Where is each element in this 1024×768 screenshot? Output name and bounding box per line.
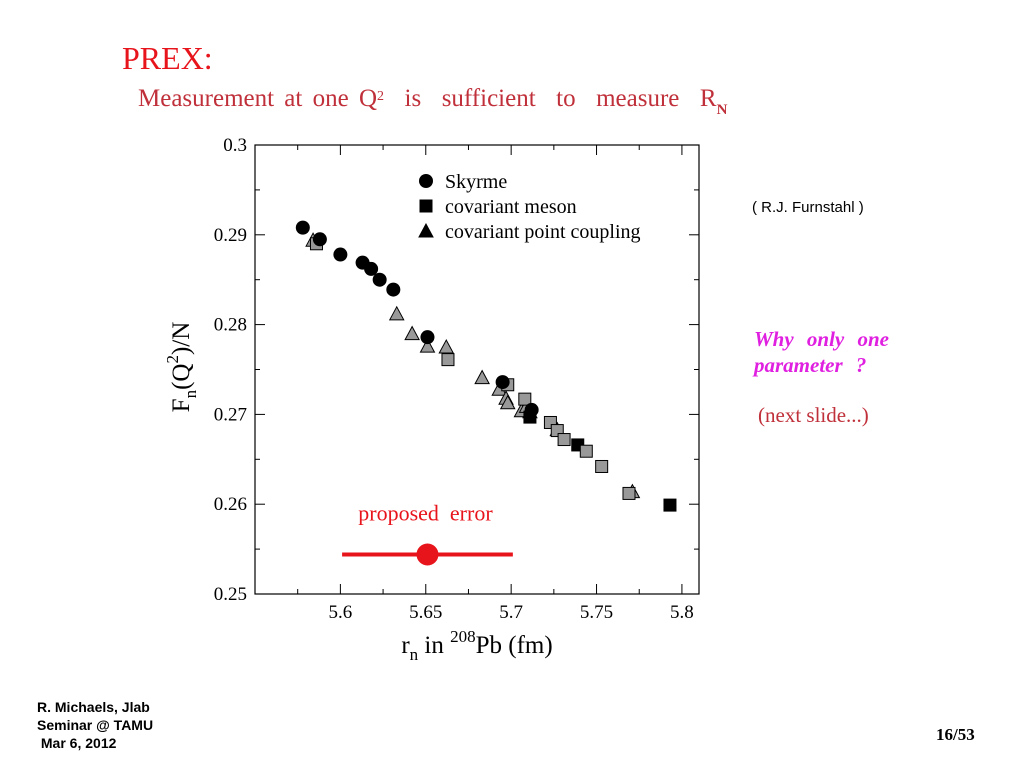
legend-label: Skyrme (445, 171, 507, 193)
error-bar-center (416, 543, 439, 566)
subtitle-main: Measurement at one Q (138, 85, 378, 112)
circle-point (295, 220, 310, 235)
x-tick-label: 5.65 (409, 602, 442, 623)
y-tick-labels: 0.25 0.26 0.27 0.28 0.29 0.3 (214, 135, 247, 605)
x-tick-labels: 5.6 5.65 5.7 5.75 5.8 (329, 602, 694, 623)
footer-line-1: R. Michaels, Jlab (37, 699, 150, 715)
y-label-tail: )/N (168, 322, 195, 355)
why-question: Why only one parameter ? (754, 326, 964, 379)
y-tick-label: 0.25 (214, 584, 247, 605)
legend-label: covariant point coupling (445, 221, 641, 243)
error-bar-label: proposed error (358, 500, 493, 525)
x-label-main: r (401, 632, 410, 659)
data-markers (295, 220, 677, 512)
triangle-point (474, 369, 490, 385)
proposed-error-bar: proposed error (342, 500, 513, 566)
square-point (557, 433, 571, 447)
circle-point (372, 272, 387, 287)
y-label-sub: n (181, 389, 200, 398)
y-tick-label: 0.3 (223, 135, 247, 156)
footer-line-2: Seminar @ TAMU (37, 717, 154, 734)
slide-title: PREX: (122, 40, 213, 76)
square-point (622, 486, 636, 500)
y-label-sup: 2 (163, 355, 182, 364)
axis-ticks (255, 144, 699, 595)
x-label-sup: 208 (450, 627, 476, 646)
y-tick-label: 0.26 (214, 494, 247, 515)
legend-circle-marker (419, 174, 433, 188)
circle-point (333, 247, 348, 262)
x-tick-label: 5.8 (670, 602, 694, 623)
circle-point (420, 330, 435, 345)
subtitle-tail: is sufficient to measure R (384, 85, 717, 112)
footer-line-3: Mar 6, 2012 (37, 735, 117, 752)
credit-note: ( R.J. Furnstahl ) (752, 199, 864, 216)
y-label-main: F (168, 398, 195, 412)
page-number: 16/53 (936, 725, 975, 744)
x-label-mid: in (418, 632, 450, 659)
plot-frame (254, 144, 700, 595)
x-tick-label: 5.75 (580, 602, 613, 623)
x-label-sub: n (410, 645, 419, 664)
legend-triangle-marker (418, 222, 434, 238)
x-axis-label: rn in 208Pb (fm) (401, 627, 552, 664)
next-slide-note: (next slide...) (758, 403, 869, 427)
triangle-point (388, 305, 405, 321)
slide-subtitle: Measurement at one Q2 is sufficient to m… (138, 85, 727, 118)
triangle-point (404, 325, 420, 341)
y-label-mid: (Q (168, 364, 195, 390)
square-point (663, 498, 677, 512)
x-tick-label: 5.7 (499, 602, 523, 623)
square-point (518, 392, 532, 406)
x-label-tail: Pb (fm) (476, 632, 553, 659)
triangle-point (438, 338, 455, 354)
circle-point (364, 261, 379, 276)
why-line-2: parameter ? (754, 353, 867, 378)
square-point (595, 459, 609, 473)
y-tick-label: 0.27 (214, 404, 247, 425)
square-point (441, 353, 455, 367)
subtitle-superscript: 2 (377, 89, 385, 104)
circle-point (524, 402, 539, 417)
circle-point (312, 232, 327, 247)
legend-square-marker (419, 199, 433, 213)
why-line-1: Why only one (754, 327, 890, 351)
circle-point (386, 282, 401, 297)
y-axis-label: Fn(Q2)/N (163, 322, 200, 413)
triangle-point (499, 394, 516, 410)
triangle-point (419, 338, 436, 353)
square-point (579, 444, 593, 458)
legend-label: covariant meson (445, 196, 577, 218)
y-tick-label: 0.29 (214, 225, 247, 246)
scatter-chart: 5.6 5.65 5.7 5.75 5.8 0.250.260.270.280.290.… (163, 135, 700, 664)
x-tick-label: 5.6 (329, 602, 353, 623)
footer-author-info: R. Michaels, Jlab Seminar @ TAMU Mar 6, … (37, 698, 153, 753)
circle-point (495, 375, 510, 390)
subtitle-subscript: N (716, 102, 728, 118)
y-tick-label: 0.28 (214, 315, 247, 336)
chart-legend: Skyrme covariant meson covariant point cou… (418, 171, 641, 243)
